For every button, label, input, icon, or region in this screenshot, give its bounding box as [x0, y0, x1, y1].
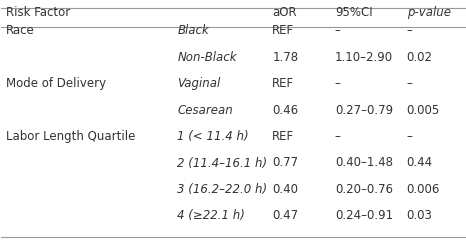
Text: 0.24–0.91: 0.24–0.91	[335, 210, 393, 222]
Text: 1.10–2.90: 1.10–2.90	[335, 51, 393, 64]
Text: REF: REF	[272, 130, 295, 143]
Text: 0.47: 0.47	[272, 210, 299, 222]
Text: Black: Black	[178, 24, 209, 37]
Text: 2 (11.4–16.1 h): 2 (11.4–16.1 h)	[178, 156, 267, 170]
Text: 1 (< 11.4 h): 1 (< 11.4 h)	[178, 130, 249, 143]
Text: 1.78: 1.78	[272, 51, 299, 64]
Text: –: –	[335, 24, 341, 37]
Text: Labor Length Quartile: Labor Length Quartile	[6, 130, 136, 143]
Text: –: –	[407, 130, 412, 143]
Text: REF: REF	[272, 77, 295, 90]
Text: 0.03: 0.03	[407, 210, 432, 222]
Text: 95%CI: 95%CI	[335, 6, 372, 19]
Text: p-value: p-value	[407, 6, 451, 19]
Text: Non-Black: Non-Black	[178, 51, 237, 64]
Text: 0.44: 0.44	[407, 156, 433, 170]
Text: aOR: aOR	[272, 6, 297, 19]
Text: Race: Race	[6, 24, 35, 37]
Text: 0.77: 0.77	[272, 156, 299, 170]
Text: 0.20–0.76: 0.20–0.76	[335, 183, 393, 196]
Text: Cesarean: Cesarean	[178, 104, 233, 117]
Text: 0.40: 0.40	[272, 183, 298, 196]
Text: 0.40–1.48: 0.40–1.48	[335, 156, 393, 170]
Text: –: –	[407, 77, 412, 90]
Text: 4 (≥22.1 h): 4 (≥22.1 h)	[178, 210, 245, 222]
Text: –: –	[335, 77, 341, 90]
Text: REF: REF	[272, 24, 295, 37]
Text: Vaginal: Vaginal	[178, 77, 221, 90]
Text: 0.02: 0.02	[407, 51, 433, 64]
Text: 0.27–0.79: 0.27–0.79	[335, 104, 393, 117]
Text: Risk Factor: Risk Factor	[6, 6, 70, 19]
Text: 0.005: 0.005	[407, 104, 440, 117]
Text: 0.46: 0.46	[272, 104, 299, 117]
Text: 3 (16.2–22.0 h): 3 (16.2–22.0 h)	[178, 183, 267, 196]
Text: Mode of Delivery: Mode of Delivery	[6, 77, 106, 90]
Text: –: –	[335, 130, 341, 143]
Text: 0.006: 0.006	[407, 183, 440, 196]
Text: –: –	[407, 24, 412, 37]
